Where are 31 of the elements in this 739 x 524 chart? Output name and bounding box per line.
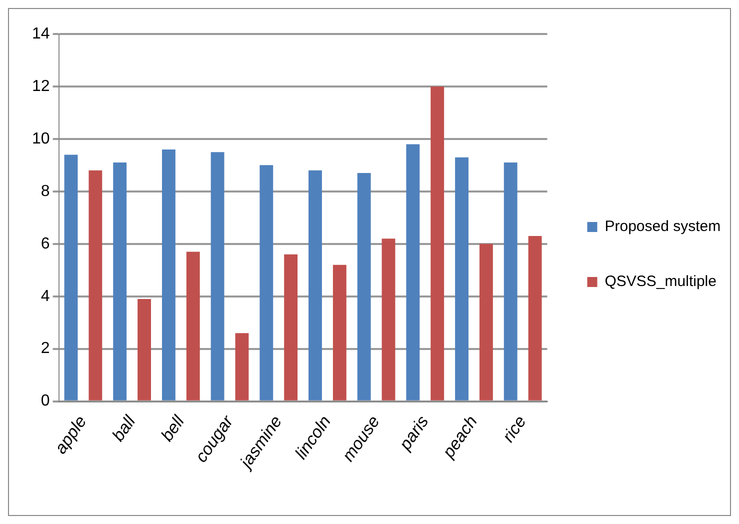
bar (88, 170, 102, 400)
bar (260, 165, 274, 400)
bar (528, 236, 542, 400)
y-tick-label: 10 (32, 130, 50, 148)
bar (504, 162, 518, 400)
legend-label: Proposed system (604, 218, 721, 236)
bar (357, 173, 371, 400)
bar (479, 244, 493, 400)
y-tick-label: 6 (40, 235, 50, 252)
x-tick-label: rice (498, 412, 530, 446)
y-tick-label: 2 (40, 340, 50, 358)
y-tick-label: 14 (32, 25, 50, 42)
bar (235, 333, 249, 400)
bar (308, 170, 322, 400)
bar (162, 149, 176, 400)
bar (138, 298, 151, 400)
y-tick-label: 0 (40, 392, 50, 410)
legend-label: QSVSS_multiple (604, 273, 716, 290)
bar (406, 144, 420, 400)
y-tick-label: 12 (32, 78, 50, 95)
bar (284, 254, 298, 400)
bar (455, 157, 468, 400)
bar (186, 252, 200, 400)
bar (64, 154, 78, 400)
bar (332, 264, 346, 400)
y-tick-label: 4 (40, 288, 50, 305)
bar (113, 162, 127, 400)
y-tick-label: 8 (40, 182, 50, 200)
bar (382, 238, 396, 400)
bar (430, 86, 444, 400)
bar (210, 152, 224, 400)
